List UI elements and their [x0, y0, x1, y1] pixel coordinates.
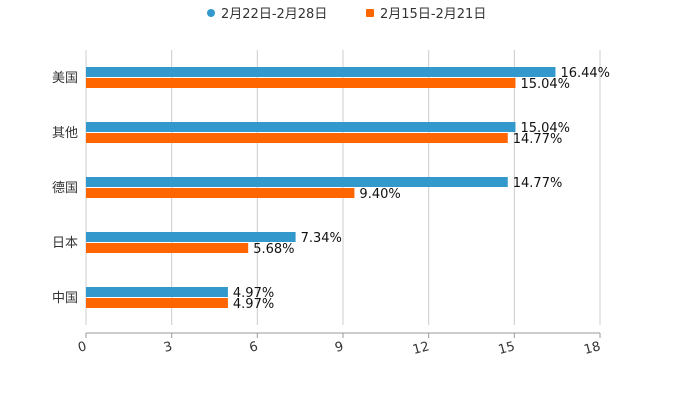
category-label: 日本	[52, 236, 78, 251]
bar-previous-week	[86, 188, 355, 198]
legend-square-icon	[366, 9, 374, 17]
bar-current-week	[86, 232, 296, 242]
category-label: 美国	[52, 71, 78, 86]
bar-previous-week	[86, 133, 508, 143]
data-label: 4.97%	[233, 286, 274, 301]
data-label: 15.04%	[520, 121, 570, 136]
bar-previous-week	[86, 78, 516, 88]
x-tick-label: 0	[76, 339, 88, 356]
bar-previous-week	[86, 298, 228, 308]
legend-circle-icon	[207, 9, 215, 17]
data-label: 9.40%	[359, 187, 400, 202]
x-tick-label: 3	[162, 339, 174, 356]
bar-previous-week	[86, 243, 249, 253]
bar-current-week	[86, 177, 508, 187]
x-tick-label: 6	[248, 339, 260, 356]
data-label: 14.77%	[513, 176, 563, 191]
data-label: 7.34%	[301, 231, 342, 246]
category-label: 其他	[52, 126, 78, 141]
x-tick-label: 15	[497, 339, 517, 358]
data-label: 4.97%	[233, 297, 274, 312]
x-tick-label: 9	[333, 339, 345, 356]
x-tick-label: 12	[411, 339, 431, 358]
bar-current-week	[86, 122, 516, 132]
data-label: 16.44%	[560, 66, 610, 81]
legend-label: 2月22日-2月28日	[221, 7, 327, 22]
category-label: 中国	[52, 291, 78, 306]
data-label: 5.68%	[253, 242, 294, 257]
data-label: 14.77%	[513, 132, 563, 147]
x-tick-label: 18	[582, 339, 602, 358]
bar-current-week	[86, 67, 556, 77]
data-label: 15.04%	[520, 77, 570, 92]
legend-label: 2月15日-2月21日	[380, 7, 486, 22]
bar-current-week	[86, 287, 228, 297]
category-label: 德国	[52, 181, 78, 196]
